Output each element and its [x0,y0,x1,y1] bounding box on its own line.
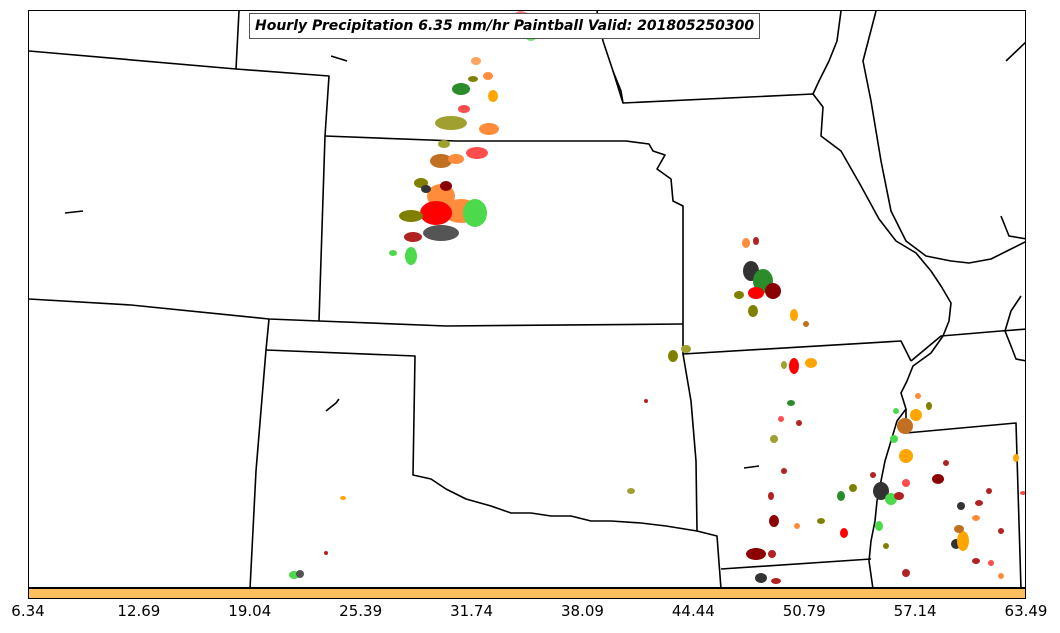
colorbar-tick-label: 63.49 [1004,602,1048,620]
colorbar-tick-label: 31.74 [450,602,494,620]
colorbar-tick-label: 6.34 [11,602,45,620]
state-borders [29,11,1025,587]
colorbar-tick-label: 38.09 [560,602,604,620]
colorbar [28,588,1026,599]
colorbar-tick-label: 57.14 [893,602,937,620]
colorbar-tick-label: 44.44 [671,602,715,620]
colorbar-tick-label: 50.79 [782,602,826,620]
colorbar-tick-label: 12.69 [117,602,161,620]
colorbar-tick-label: 25.39 [339,602,383,620]
map-panel [28,10,1026,588]
colorbar-tick-label: 19.04 [228,602,272,620]
precipitation-paintball-blobs [289,11,1025,584]
map-canvas [29,11,1025,587]
map-title: Hourly Precipitation 6.35 mm/hr Paintbal… [249,13,761,39]
